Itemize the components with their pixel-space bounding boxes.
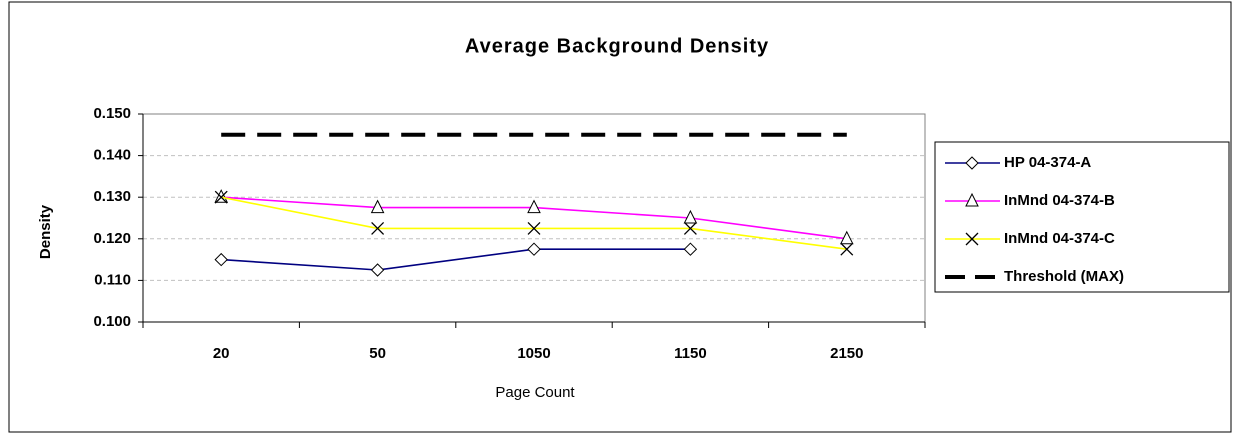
data-point [839,230,854,245]
data-point [214,190,228,204]
data-point [214,252,228,267]
data-point [683,221,697,235]
data-point [527,242,541,256]
y-tick-label: 0.140 [93,147,131,164]
data-point [527,221,541,235]
legend-label: InMnd 04-374-C [1004,230,1115,247]
y-tick-label: 0.150 [93,105,131,122]
legend-label: InMnd 04-374-B [1004,192,1115,209]
chart-title: Average Background Density [465,35,769,57]
data-point [840,242,854,256]
y-axis-label: Density [37,204,54,259]
x-axis-label: Page Count [495,384,575,401]
legend-marker [965,232,979,246]
x-tick-label: 20 [213,345,230,362]
legend-label: Threshold (MAX) [1004,268,1124,285]
data-point [371,221,385,235]
data-point [527,199,541,214]
data-point [370,199,385,214]
legend-marker [965,192,979,207]
y-tick-label: 0.130 [93,188,131,205]
y-tick-label: 0.120 [93,230,131,247]
data-point [683,242,698,256]
legend-label: HP 04-374-A [1004,154,1091,171]
plot-area [142,113,926,323]
data-point [683,209,698,224]
legend-marker [965,156,979,170]
x-tick-label: 1050 [517,345,550,362]
legend [934,141,1230,293]
x-tick-label: 50 [369,345,386,362]
series-line [221,248,691,271]
data-point [214,189,229,203]
y-tick-label: 0.110 [94,271,131,288]
x-tick-label: 2150 [830,345,863,362]
y-tick-label: 0.100 [93,313,131,330]
data-point [370,263,385,277]
x-tick-label: 1150 [674,345,707,362]
